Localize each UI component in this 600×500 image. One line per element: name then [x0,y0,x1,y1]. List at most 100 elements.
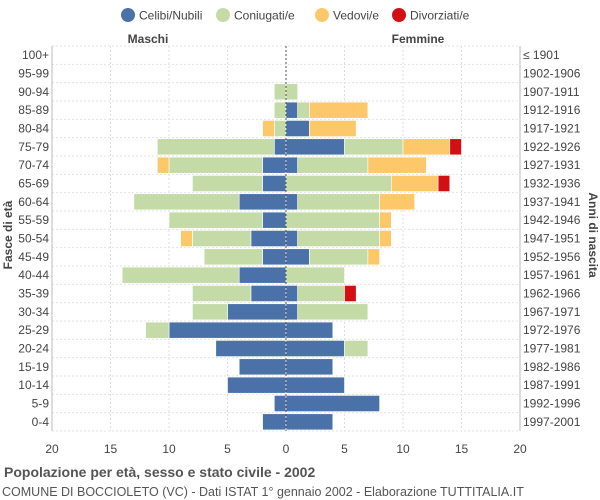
bar-female-coniugate-40-44 [285,266,345,284]
age-tick-label: 45-49 [18,250,49,264]
bar-male-celibi-45-49 [262,248,287,266]
birth-year-tick-label: 1937-1941 [523,195,581,209]
legend-label-3: Divorziati/e [410,9,470,23]
birth-year-tick-label: 1957-1961 [523,268,581,282]
x-tick-label: 20 [513,442,527,456]
age-tick-label: 15-19 [18,360,49,374]
bar-male-celibi-25-29 [168,321,287,339]
age-tick-label: 80-84 [18,122,49,136]
bar-male-coniugati-65-69 [192,175,263,192]
bar-male-coniugati-35-39 [192,285,252,302]
bar-male-celibi-70-74 [262,156,287,174]
females-side-label: Femmine [392,32,445,46]
bar-female-nubili-10-14 [285,376,345,394]
bar-male-coniugati-85-89 [273,101,287,119]
age-tick-label: 20-24 [18,342,49,356]
age-tick-label: 0-4 [32,415,50,429]
bar-male-celibi-65-69 [262,175,287,192]
bar-female-nubili-0-4 [285,413,334,431]
birth-year-tick-label: 1952-1956 [523,250,581,264]
birth-year-tick-label: 1907-1911 [523,85,580,99]
bar-male-coniugati-80-84 [273,120,287,137]
bar-male-coniugati-55-59 [168,211,263,229]
bar-female-nubili-75-79 [285,138,345,156]
bar-female-nubili-70-74 [285,156,298,174]
bar-female-vedove-45-49 [367,248,380,266]
age-tick-label: 50-54 [18,232,49,246]
legend-label-1: Coniugati/e [234,9,295,23]
bar-male-coniugati-40-44 [121,266,240,284]
bar-female-coniugate-20-24 [344,340,369,357]
bar-female-nubili-85-89 [285,101,298,119]
age-tick-label: 90-94 [18,85,49,99]
age-tick-label: 30-34 [18,305,49,319]
bar-female-coniugate-75-79 [344,138,404,156]
bar-female-nubili-25-29 [285,321,334,339]
birth-year-tick-label: 1997-2001 [523,415,581,429]
birth-year-tick-label: 1992-1996 [523,397,581,411]
bar-male-coniugati-70-74 [168,156,263,174]
age-tick-label: 100+ [22,48,49,62]
x-tick-label: 5 [341,442,348,456]
y-axis-label-right: Anni di nascita [586,192,600,278]
bar-male-celibi-75-79 [273,138,287,156]
bar-male-coniugati-50-54 [192,230,252,247]
x-axis-tick-labels: 20 15 10 5 0 5 10 15 20 [45,442,527,456]
bar-male-coniugati-25-29 [145,321,170,339]
bar-male-celibi-0-4 [262,413,287,431]
bar-female-nubili-5-9 [285,395,380,412]
bar-male-coniugati-45-49 [203,248,263,266]
bar-female-coniugate-65-69 [285,175,392,192]
bar-female-coniugate-85-89 [297,101,310,119]
bar-female-divorziate-65-69 [437,175,451,192]
legend-marker-2 [315,8,329,22]
x-tick-label: 15 [104,442,118,456]
birth-year-tick-label: ≤ 1901 [523,48,560,62]
age-group-tick-labels: 100+ 95-99 90-94 85-89 80-84 75-79 70-74 65-69 6… [18,48,49,429]
x-tick-label: 15 [455,442,469,456]
bar-female-nubili-60-64 [285,193,298,211]
bar-male-coniugati-60-64 [133,193,240,211]
age-tick-label: 35-39 [18,287,49,301]
bar-male-celibi-50-54 [250,230,287,247]
birth-year-tick-label: 1912-1916 [523,103,581,117]
x-tick-label: 10 [162,442,176,456]
bar-male-celibi-10-14 [227,376,287,394]
bar-female-coniugate-30-34 [297,303,369,321]
bar-female-coniugate-50-54 [297,230,380,247]
birth-year-tick-labels: ≤ 1901 1902-1906 1907-1911 1912-1916 1917-19… [523,48,581,429]
bar-male-celibi-30-34 [227,303,287,321]
bar-female-nubili-30-34 [285,303,298,321]
bar-female-coniugate-45-49 [309,248,369,266]
bar-male-celibi-15-19 [238,358,287,376]
age-tick-label: 60-64 [18,195,49,209]
birth-year-tick-label: 1987-1991 [523,378,581,392]
bar-male-celibi-60-64 [238,193,287,211]
bar-male-coniugati-90-94 [273,83,287,101]
birth-year-tick-label: 1922-1926 [523,140,581,154]
legend-marker-0 [121,8,135,22]
bar-female-vedove-75-79 [402,138,451,156]
legend-label-2: Vedovi/e [333,9,379,23]
bar-male-celibi-5-9 [273,395,287,412]
bar-female-nubili-35-39 [285,285,298,302]
bar-female-vedove-55-59 [379,211,392,229]
age-tick-label: 65-69 [18,177,49,191]
bar-female-divorziate-35-39 [344,285,357,302]
birth-year-tick-label: 1902-1906 [523,67,581,81]
x-tick-label: 5 [224,442,231,456]
chart-title: Popolazione per età, sesso e stato civil… [4,464,316,480]
legend-marker-1 [216,8,230,22]
age-tick-label: 10-14 [18,378,49,392]
bar-female-nubili-50-54 [285,230,298,247]
bar-female-vedove-70-74 [367,156,427,174]
bar-male-coniugati-75-79 [157,138,275,156]
birth-year-tick-label: 1942-1946 [523,213,581,227]
birth-year-tick-label: 1932-1936 [523,177,581,191]
birth-year-tick-label: 1917-1921 [523,122,581,136]
age-tick-label: 85-89 [18,103,49,117]
bar-female-nubili-45-49 [285,248,310,266]
age-tick-label: 5-9 [32,397,50,411]
bar-female-coniugate-35-39 [297,285,345,302]
